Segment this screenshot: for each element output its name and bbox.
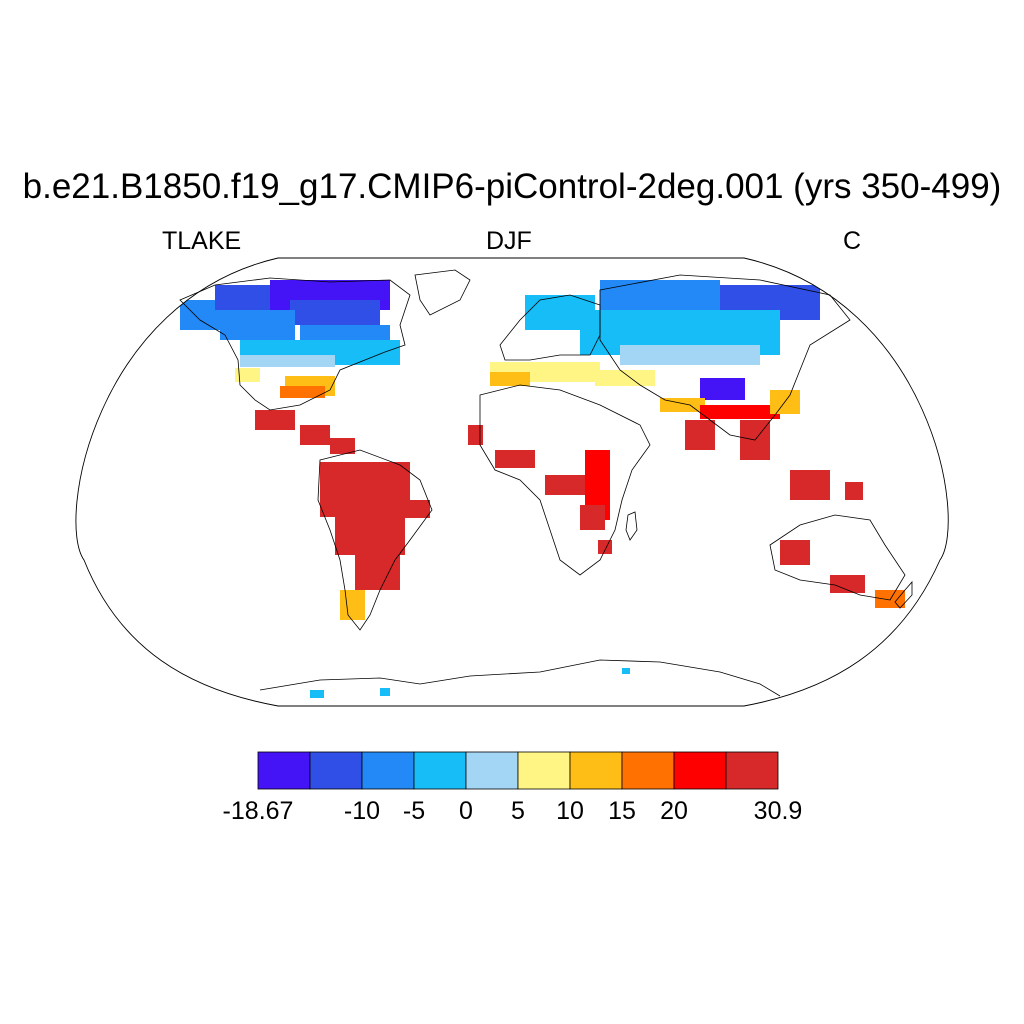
cells-eurasia	[490, 280, 863, 500]
colorbar-tick-label: -5	[402, 797, 426, 825]
colorbar-tick-label: 15	[608, 797, 636, 825]
plot-title: b.e21.B1850.f19_g17.CMIP6-piControl-2deg…	[22, 167, 1002, 206]
colorbar-tick-label: 0	[459, 797, 473, 825]
variable-label: TLAKE	[162, 227, 242, 255]
colorbar-swatch	[309, 751, 363, 790]
colorbar	[257, 751, 779, 790]
cells-australia	[780, 540, 905, 608]
colorbar-tick-label: 10	[556, 797, 584, 825]
temperature-cells	[180, 280, 905, 698]
colorbar-tick-label: -18.67	[222, 797, 294, 825]
colorbar-swatch	[725, 751, 779, 790]
units-label: C	[843, 227, 862, 255]
colorbar-tick-label: -10	[343, 797, 381, 825]
colorbar-swatch	[361, 751, 415, 790]
colorbar-tick-label: 5	[511, 797, 525, 825]
cells-africa	[468, 425, 612, 554]
colorbar-swatch	[673, 751, 727, 790]
colorbar-swatch	[569, 751, 623, 790]
cells-south-america	[320, 462, 430, 620]
colorbar-tick-label: 30.9	[753, 797, 803, 825]
colorbar-swatch	[465, 751, 519, 790]
colorbar-swatch	[257, 751, 311, 790]
map-boundary	[75, 257, 949, 707]
colorbar-swatch	[413, 751, 467, 790]
colorbar-swatch	[621, 751, 675, 790]
cells-antarctica	[310, 668, 630, 698]
season-label: DJF	[486, 227, 532, 255]
coastlines	[179, 269, 913, 697]
colorbar-swatch	[517, 751, 571, 790]
colorbar-tick-label: 20	[660, 797, 688, 825]
cells-north-america	[180, 280, 400, 454]
